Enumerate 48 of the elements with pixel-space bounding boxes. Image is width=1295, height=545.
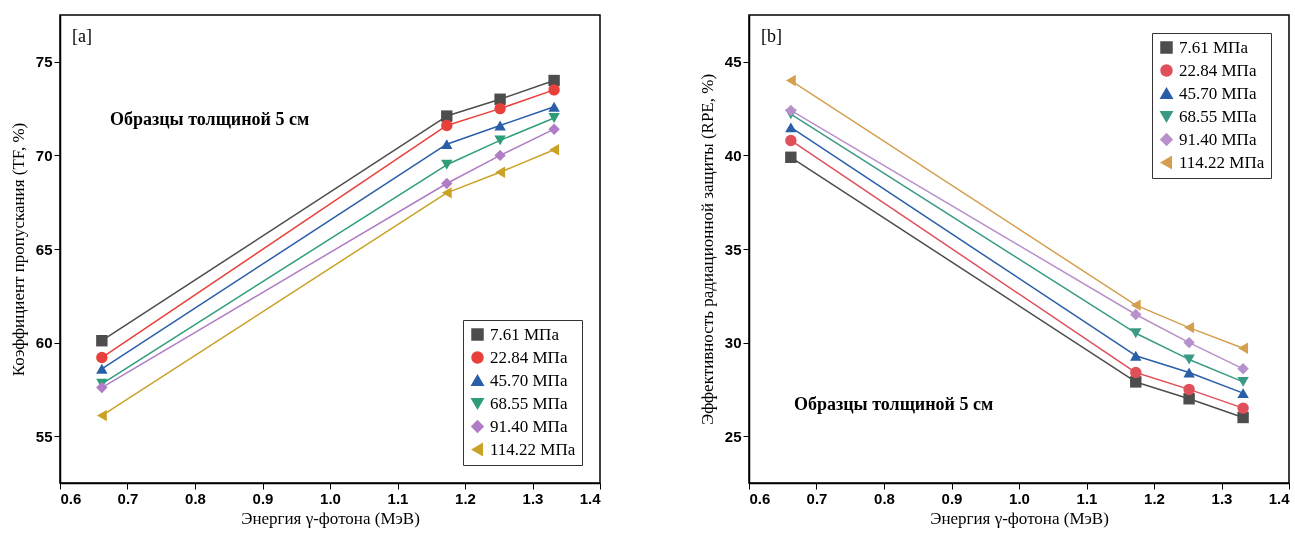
x-tick-label: 1.4	[579, 489, 602, 507]
y-tick-label: 40	[724, 146, 742, 164]
legend-label: 91.40 МПа	[490, 416, 568, 436]
legend-label: 114.22 МПа	[1179, 152, 1265, 172]
y-axis-title: Эффективность радиационной защиты (RPE, %)	[697, 73, 717, 426]
x-tick-label: 0.6	[60, 489, 82, 507]
y-tick-label: 35	[724, 240, 742, 258]
y-axis-title: Коэффициент пропускания (TF, %)	[8, 122, 28, 377]
legend-label: 45.70 МПа	[490, 370, 568, 390]
legend-label: 114.22 МПа	[490, 439, 576, 459]
x-tick-label: 1.0	[1009, 489, 1030, 507]
x-axis-title: Энергия γ-фотона (МэВ)	[930, 508, 1109, 528]
x-tick-label: 0.7	[117, 489, 139, 507]
x-tick-label: 0.8	[185, 489, 206, 507]
y-tick-label: 60	[35, 334, 53, 352]
y-tick-label: 25	[724, 427, 742, 445]
x-tick-label: 0.7	[806, 489, 828, 507]
legend-label: 22.84 МПа	[490, 347, 568, 367]
y-tick-label: 70	[35, 146, 53, 164]
x-tick-label: 0.9	[941, 489, 963, 507]
x-tick-label: 1.2	[1144, 489, 1165, 507]
x-tick-label: 1.2	[455, 489, 476, 507]
y-tick-label: 75	[35, 53, 53, 71]
x-tick-label: 1.0	[320, 489, 341, 507]
legend-label: 45.70 МПа	[1179, 83, 1257, 103]
y-tick-label: 45	[724, 53, 742, 71]
x-tick-label: 1.3	[522, 489, 544, 507]
x-tick-label: 0.6	[749, 489, 771, 507]
legend-label: 68.55 МПа	[490, 393, 568, 413]
annotation: [a]	[72, 26, 92, 46]
y-tick-label: 65	[35, 240, 53, 258]
y-tick-label: 30	[724, 334, 742, 352]
x-tick-label: 0.8	[874, 489, 895, 507]
x-tick-label: 1.1	[387, 489, 409, 507]
x-tick-label: 1.1	[1076, 489, 1098, 507]
legend-label: 7.61 МПа	[1179, 37, 1249, 57]
legend-label: 91.40 МПа	[1179, 129, 1257, 149]
annotation: Образцы толщиной 5 см	[794, 394, 994, 414]
annotation: [b]	[761, 26, 782, 46]
legend-label: 22.84 МПа	[1179, 60, 1257, 80]
x-tick-label: 1.4	[1268, 489, 1291, 507]
legend-label: 7.61 МПа	[490, 324, 560, 344]
legend-label: 68.55 МПа	[1179, 106, 1257, 126]
annotation: Образцы толщиной 5 см	[110, 109, 310, 129]
x-tick-label: 1.3	[1211, 489, 1233, 507]
x-axis-title: Энергия γ-фотона (МэВ)	[241, 508, 420, 528]
x-tick-label: 0.9	[252, 489, 274, 507]
y-tick-label: 55	[35, 427, 53, 445]
